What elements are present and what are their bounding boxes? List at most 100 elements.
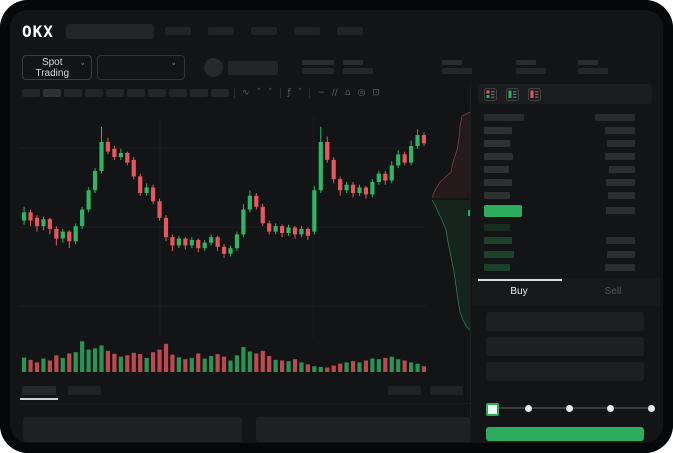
toolbar-divider <box>309 88 311 98</box>
compare-icon[interactable]: ∕∕ <box>331 88 338 98</box>
orderbook-header-placeholder <box>484 114 524 121</box>
slider-stop-dot[interactable] <box>525 405 532 412</box>
settings-icon[interactable]: ◎ <box>357 88 366 98</box>
pair-selector[interactable]: ˅ <box>97 55 185 80</box>
bottom-action-placeholder[interactable] <box>430 386 463 395</box>
interval-button-placeholder[interactable] <box>85 89 103 97</box>
interval-button-placeholder[interactable] <box>211 89 229 97</box>
interval-button-placeholder[interactable] <box>64 89 82 97</box>
nav-menu <box>165 27 363 35</box>
nav-item-placeholder[interactable] <box>208 27 234 35</box>
orderbook-view-toggle <box>478 84 652 104</box>
ask-price-placeholder[interactable] <box>484 179 512 186</box>
bid-price-placeholder[interactable] <box>484 251 514 258</box>
amount-slider[interactable] <box>486 402 656 416</box>
interval-button-placeholder[interactable] <box>127 89 145 97</box>
book-combined-icon[interactable] <box>484 87 497 101</box>
bid-amount-placeholder[interactable] <box>606 237 635 244</box>
ask-price-placeholder[interactable] <box>484 127 512 134</box>
slider-stop-dot[interactable] <box>648 405 655 412</box>
toolbar-divider <box>279 88 281 98</box>
stat-group <box>343 60 373 74</box>
nav-item-placeholder[interactable] <box>165 27 191 35</box>
fullscreen-icon[interactable]: ⊡ <box>372 88 380 98</box>
price-row-amount-placeholder <box>606 207 635 214</box>
coin-icon <box>204 58 223 77</box>
stat-value-placeholder <box>516 68 546 74</box>
bid-price-placeholder[interactable] <box>484 237 512 244</box>
bottom-action-placeholder[interactable] <box>388 386 421 395</box>
bid-amount-placeholder[interactable] <box>607 251 635 258</box>
bottom-divider <box>20 403 470 404</box>
ask-amount-placeholder[interactable] <box>609 166 635 173</box>
snapshot-icon[interactable]: ⌂ <box>344 88 351 98</box>
bottom-panel-left[interactable] <box>23 417 242 442</box>
depth-chart <box>431 111 470 331</box>
slider-handle[interactable] <box>486 403 499 416</box>
interval-button-placeholder[interactable] <box>169 89 187 97</box>
book-asks-only-icon[interactable] <box>528 87 541 101</box>
interval-button-placeholder[interactable] <box>22 89 40 97</box>
trade-tabs: Buy Sell <box>472 278 660 306</box>
interval-button-placeholder[interactable] <box>148 89 166 97</box>
chevron-down-icon: ˅ <box>80 62 86 73</box>
ask-amount-placeholder[interactable] <box>608 192 635 199</box>
bid-amount-placeholder[interactable] <box>605 264 635 271</box>
line-tool-icon[interactable]: ~ <box>317 88 325 98</box>
interval-button-placeholder[interactable] <box>190 89 208 97</box>
ask-amount-placeholder[interactable] <box>607 140 635 147</box>
amount-input[interactable] <box>486 337 644 356</box>
stat-label-placeholder <box>442 60 462 65</box>
nav-item-placeholder[interactable] <box>337 27 363 35</box>
stat-value-placeholder <box>302 68 334 74</box>
ask-amount-placeholder[interactable] <box>606 179 635 186</box>
interval-chevron-icon[interactable]: ˅ <box>268 88 273 98</box>
ask-price-placeholder[interactable] <box>484 166 509 173</box>
ask-amount-placeholder[interactable] <box>605 153 635 160</box>
orderbook <box>472 106 660 278</box>
book-bids-only-icon[interactable] <box>506 87 519 101</box>
stat-group <box>442 60 472 74</box>
stat-label-placeholder <box>302 60 334 65</box>
toolbar-divider <box>234 88 235 98</box>
interval-button-placeholder[interactable] <box>43 89 61 97</box>
bottom-tab[interactable] <box>68 386 101 395</box>
ask-price-placeholder[interactable] <box>484 153 513 160</box>
nav-item-placeholder[interactable] <box>294 27 320 35</box>
stat-group <box>578 60 608 74</box>
nav-item-placeholder[interactable] <box>251 27 277 35</box>
bid-price-placeholder[interactable] <box>484 224 510 231</box>
indicators-chevron-icon[interactable]: ˅ <box>297 88 303 98</box>
bid-price-placeholder[interactable] <box>484 264 510 271</box>
chevron-down-icon: ˅ <box>171 62 177 73</box>
market-type-selector[interactable]: Spot Trading ˅ <box>22 55 92 80</box>
stat-label-placeholder <box>343 60 363 65</box>
ticker-stats <box>302 60 632 76</box>
indicators-icon[interactable]: ƒ <box>287 88 291 98</box>
candlestick-chart <box>20 126 426 372</box>
ask-price-placeholder[interactable] <box>484 140 510 147</box>
ask-price-placeholder[interactable] <box>484 192 510 199</box>
search-input[interactable] <box>66 24 154 39</box>
market-type-label: Spot Trading <box>35 56 70 79</box>
pair-name-placeholder <box>228 61 278 75</box>
bottom-tab-active[interactable] <box>22 386 56 395</box>
panel-divider <box>470 84 471 424</box>
chart-type-icon[interactable]: ∿ <box>242 88 250 98</box>
slider-stop-dot[interactable] <box>566 405 573 412</box>
buy-submit-button[interactable] <box>486 427 644 441</box>
slider-stop-dot[interactable] <box>607 405 614 412</box>
last-price-badge[interactable] <box>484 205 522 217</box>
interval-button-placeholder[interactable] <box>106 89 124 97</box>
tab-buy[interactable]: Buy <box>510 286 528 297</box>
stat-value-placeholder <box>442 68 472 74</box>
total-input[interactable] <box>486 362 644 381</box>
bottom-panel-right[interactable] <box>256 417 470 442</box>
price-input[interactable] <box>486 312 644 331</box>
ask-amount-placeholder[interactable] <box>605 127 635 134</box>
tab-sell[interactable]: Sell <box>604 286 622 297</box>
chart-type-chevron-icon[interactable]: ˅ <box>256 88 262 98</box>
stat-label-placeholder <box>516 60 536 65</box>
stat-group <box>302 60 334 74</box>
